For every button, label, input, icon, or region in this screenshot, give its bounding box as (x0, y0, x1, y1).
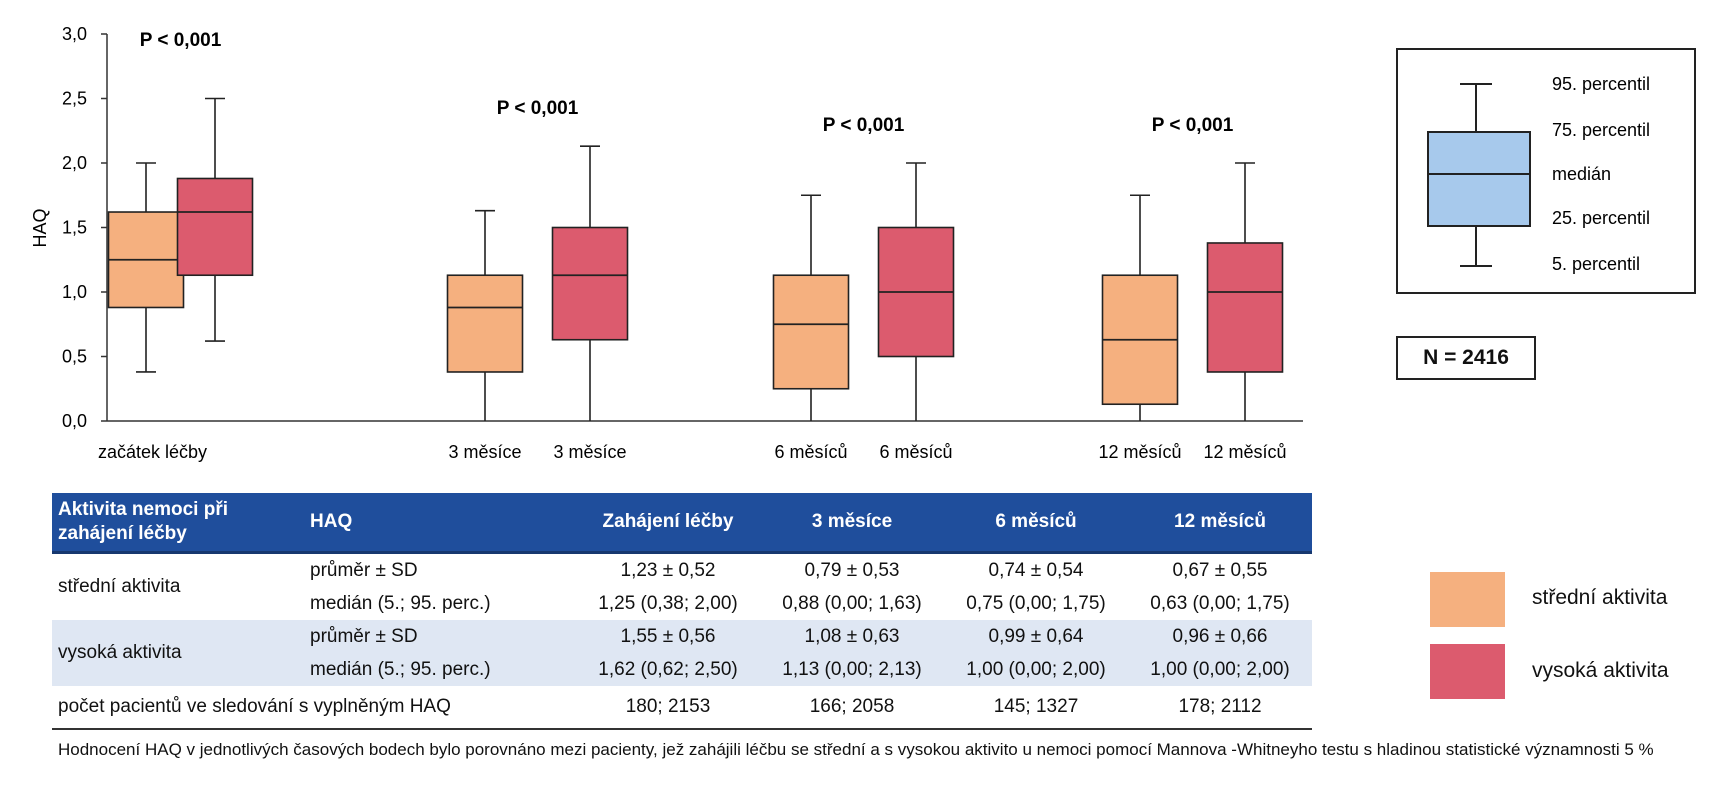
box (772, 274, 850, 390)
table-cell: 178; 2112 (1128, 686, 1312, 730)
stat-label: průměr ± SD (304, 620, 576, 653)
x-tick-label: 3 měsíce (553, 442, 626, 462)
haq-summary-table: Aktivita nemoci při zahájení léčby HAQ Z… (52, 493, 1312, 730)
box (446, 274, 524, 373)
box (551, 226, 629, 341)
table-cell: 0,67 ± 0,55 (1172, 559, 1268, 581)
table-cell: 166; 2058 (760, 686, 944, 730)
table-row: vysoká aktivita průměr ± SD 1,55 ± 0,56 … (52, 620, 1312, 686)
header-activity: Aktivita nemoci při zahájení léčby (52, 493, 304, 554)
table-cell: 1,23 ± 0,52 (620, 559, 716, 581)
y-tick-label: 2,0 (62, 153, 87, 173)
box (176, 177, 254, 277)
group-label-moderate: střední aktivita (58, 576, 181, 597)
stat-label: medián (5.; 95. perc.) (310, 592, 491, 614)
y-axis-label: HAQ (30, 208, 50, 247)
x-tick-label: 6 měsíců (774, 442, 847, 462)
y-tick-label: 1,5 (62, 218, 87, 238)
y-tick-label: 1,0 (62, 282, 87, 302)
table-cell: 0,88 (0,00; 1,63) (782, 592, 922, 614)
y-tick-label: 3,0 (62, 24, 87, 44)
count-label: počet pacientů ve sledování s vyplněným … (52, 686, 576, 730)
x-tick-label: 12 měsíců (1098, 442, 1181, 462)
header-haq: HAQ (304, 493, 576, 554)
box (1206, 242, 1284, 373)
pvalue-label: P < 0,001 (497, 98, 579, 119)
y-tick-label: 0,0 (62, 411, 87, 431)
table-cell: 180; 2153 (576, 686, 760, 730)
header-3m: 3 měsíce (760, 493, 944, 554)
table-cell: 1,25 (0,38; 2,00) (598, 592, 738, 614)
header-baseline: Zahájení léčby (576, 493, 760, 554)
legend-swatch-moderate (1430, 572, 1505, 627)
pvalue-label: P < 0,001 (140, 30, 222, 51)
table-cell: 0,99 ± 0,64 (944, 620, 1128, 653)
table-cell: 0,75 (0,00; 1,75) (966, 592, 1106, 614)
stat-label: průměr ± SD (310, 559, 418, 581)
footnote: Hodnocení HAQ v jednotlivých časových bo… (58, 740, 1654, 759)
legend-label-moderate: střední aktivita (1532, 586, 1668, 609)
key-legend-diagram: 95. percentil 75. percentil medián 25. p… (1427, 74, 1650, 274)
x-tick-label: začátek léčby (98, 442, 207, 462)
group-label-high: vysoká aktivita (52, 620, 304, 686)
boxplot-key-legend: 95. percentil 75. percentil medián 25. p… (1396, 48, 1696, 294)
table-header-row: Aktivita nemoci při zahájení léčby HAQ Z… (52, 493, 1312, 554)
y-tick-label: 0,5 (62, 347, 87, 367)
pvalue-label: P < 0,001 (1152, 115, 1234, 136)
legend-label-high: vysoká aktivita (1532, 659, 1669, 682)
legend-swatch-high (1430, 644, 1505, 699)
table-cell: 0,96 ± 0,66 (1128, 620, 1312, 653)
boxplot-chart: 0,0 0,5 1,0 1,5 2,0 2,5 3,0 HAQ začátek léčby P <… (30, 24, 1303, 462)
key-box (1427, 131, 1531, 227)
pvalue-label: P < 0,001 (823, 115, 905, 136)
stat-label: medián (5.; 95. perc.) (304, 653, 576, 686)
table-row-count: počet pacientů ve sledování s vyplněným … (52, 686, 1312, 730)
key-label-q3: 75. percentil (1552, 120, 1650, 140)
header-12m: 12 měsíců (1128, 493, 1312, 554)
table-cell: 0,79 ± 0,53 (804, 559, 900, 581)
x-tick-label: 3 měsíce (448, 442, 521, 462)
table-cell: 1,13 (0,00; 2,13) (760, 653, 944, 686)
table-row: medián (5.; 95. perc.) 1,25 (0,38; 2,00)… (52, 587, 1312, 620)
table-cell: 1,00 (0,00; 2,00) (944, 653, 1128, 686)
table-cell: 1,00 (0,00; 2,00) (1128, 653, 1312, 686)
header-6m: 6 měsíců (944, 493, 1128, 554)
key-label-p95: 95. percentil (1552, 74, 1650, 94)
x-tick-label: 6 měsíců (879, 442, 952, 462)
table-cell: 0,63 (0,00; 1,75) (1150, 592, 1290, 614)
table-cell: 1,62 (0,62; 2,50) (576, 653, 760, 686)
table-row: medián (5.; 95. perc.) 1,62 (0,62; 2,50)… (52, 653, 1312, 686)
key-label-median: medián (1552, 164, 1611, 184)
table-cell: 145; 1327 (944, 686, 1128, 730)
x-tick-label: 12 měsíců (1203, 442, 1286, 462)
table-cell: 1,55 ± 0,56 (576, 620, 760, 653)
key-label-q1: 25. percentil (1552, 208, 1650, 228)
y-tick-label: 2,5 (62, 89, 87, 109)
n-total-label: N = 2416 (1396, 336, 1536, 380)
table-cell: 1,08 ± 0,63 (760, 620, 944, 653)
table-row: střední aktivita průměr ± SD 1,23 ± 0,52… (52, 553, 1312, 598)
key-label-p5: 5. percentil (1552, 254, 1640, 274)
table-cell: 0,74 ± 0,54 (988, 559, 1084, 581)
